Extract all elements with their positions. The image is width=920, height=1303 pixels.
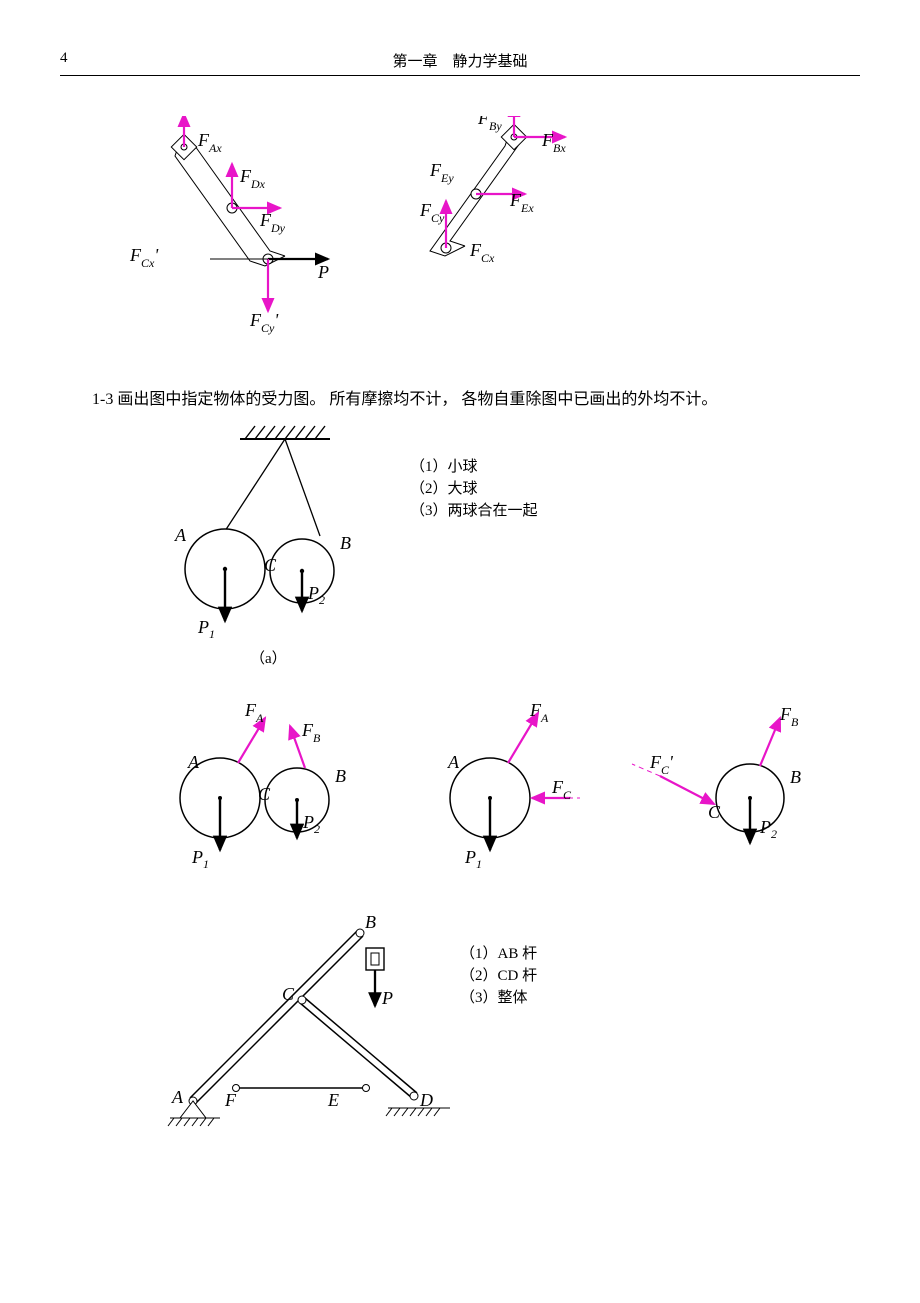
- svg-text:C: C: [264, 555, 277, 575]
- list-item-2: （2）大球: [410, 480, 478, 497]
- svg-text:FBx: FBx: [541, 130, 566, 155]
- figure-a: A B C P1 P2 （1）小球 （2）大球 （3）两球合在一起 （a）: [130, 421, 860, 668]
- rod-cd: [300, 998, 417, 1098]
- svg-text:FAx: FAx: [197, 130, 222, 155]
- svg-text:B: B: [335, 766, 346, 786]
- list-b-2: （2）CD 杆: [460, 967, 537, 984]
- svg-text:P: P: [317, 262, 329, 282]
- svg-text:FA: FA: [244, 700, 264, 725]
- rod-ab: [190, 930, 363, 1104]
- figure-a-caption: （a）: [250, 647, 860, 668]
- svg-text:C: C: [258, 784, 271, 804]
- svg-text:C: C: [282, 984, 295, 1004]
- figure-b: A B C D E F P （1）AB 杆 （2）CD 杆 （3）整体: [130, 908, 860, 1138]
- svg-text:FDy: FDy: [259, 210, 286, 235]
- svg-text:FEy: FEy: [429, 160, 454, 185]
- list-b-3: （3）整体: [460, 989, 528, 1006]
- svg-text:B: B: [340, 533, 351, 553]
- list-b-1: （1）AB 杆: [460, 945, 537, 962]
- fbd-combined: FA FB A B C P1 P2: [180, 700, 346, 871]
- support-d: [386, 1108, 450, 1116]
- svg-text:FCy': FCy': [249, 310, 279, 335]
- svg-text:FDx: FDx: [239, 166, 266, 191]
- svg-text:B: B: [790, 767, 801, 787]
- svg-text:FCy: FCy: [419, 200, 445, 225]
- svg-text:F: F: [224, 1090, 237, 1110]
- svg-text:FCx: FCx: [469, 240, 495, 265]
- svg-text:D: D: [419, 1090, 433, 1110]
- svg-text:P1: P1: [191, 847, 209, 871]
- list-item-1: （1）小球: [410, 458, 478, 475]
- svg-text:FB: FB: [779, 704, 799, 729]
- svg-text:B: B: [365, 912, 376, 932]
- fbd-left: FAx FDx FDy FCx' P FCy': [129, 116, 329, 335]
- ceiling-support: [240, 426, 330, 439]
- page-number: 4: [60, 50, 120, 71]
- page-header: 4 第一章 静力学基础: [60, 50, 860, 76]
- chapter-title: 第一章 静力学基础: [120, 50, 800, 71]
- fbd-ball-a: FA FC A P1: [447, 700, 580, 871]
- svg-text:FCx': FCx': [129, 245, 159, 270]
- svg-text:E: E: [327, 1090, 339, 1110]
- svg-text:FC': FC': [649, 752, 674, 777]
- svg-text:A: A: [174, 525, 187, 545]
- svg-text:P1: P1: [197, 617, 215, 641]
- svg-text:A: A: [187, 752, 200, 772]
- svg-text:A: A: [171, 1087, 184, 1107]
- fbd-right: FBy FBx FEy FCy FEx FCx: [419, 116, 566, 265]
- svg-text:FB: FB: [301, 720, 321, 745]
- svg-text:A: A: [447, 752, 460, 772]
- list-item-3: （3）两球合在一起: [410, 502, 538, 519]
- svg-text:FBy: FBy: [477, 116, 502, 133]
- svg-text:P1: P1: [464, 847, 482, 871]
- figure-a-fbd-row: FA FB A B C P1 P2 FA FC A: [130, 698, 860, 878]
- svg-text:P: P: [381, 988, 393, 1008]
- fbd-top-diagrams: FAx FDx FDy FCx' P FCy': [100, 116, 860, 356]
- svg-text:C: C: [708, 802, 721, 822]
- problem-1-3-text: 1-3 画出图中指定物体的受力图。 所有摩擦均不计， 各物自重除图中已画出的外均…: [60, 386, 860, 413]
- fbd-ball-b: FB FC' B C P2: [632, 704, 801, 843]
